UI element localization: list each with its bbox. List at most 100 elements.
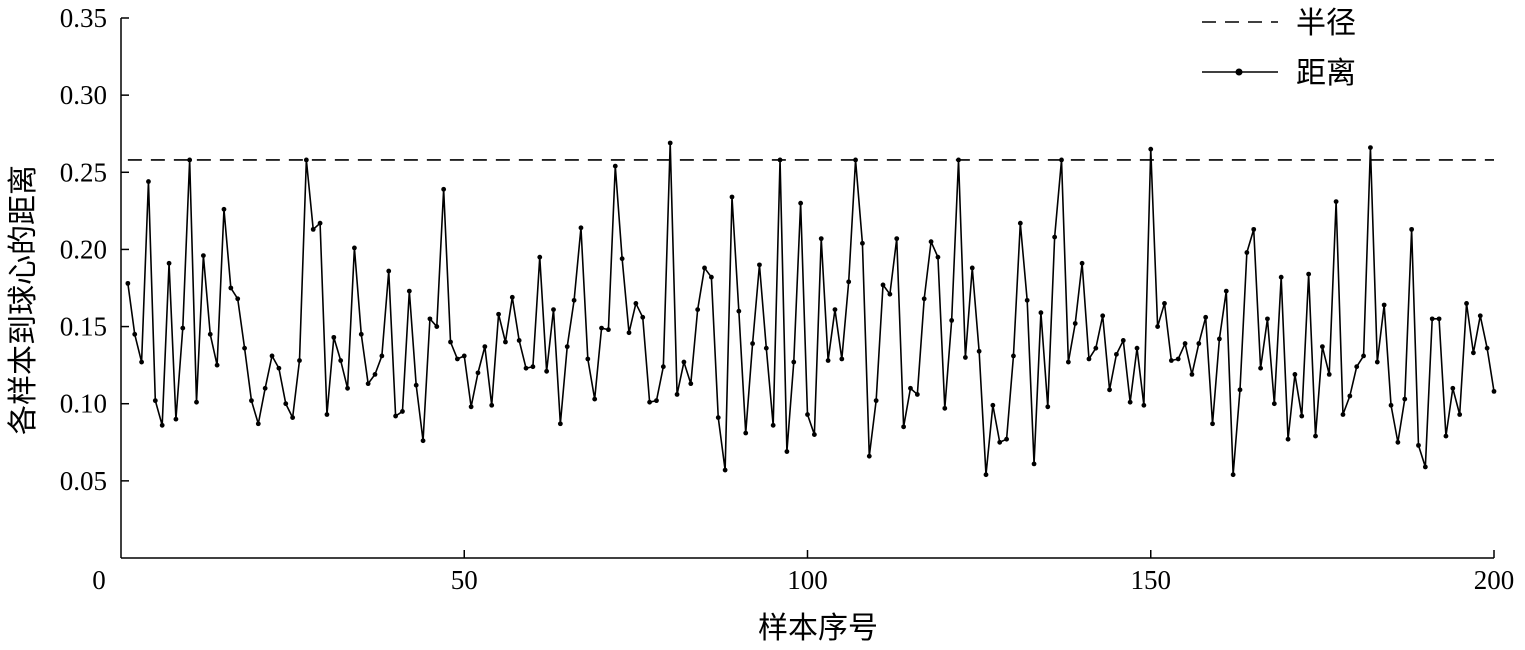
distance-point — [448, 339, 453, 345]
distance-point — [372, 372, 378, 377]
distance-point — [674, 392, 680, 397]
distance-point — [757, 262, 762, 268]
distance-point — [468, 404, 474, 410]
distance-point — [667, 140, 673, 146]
distance-point — [283, 401, 289, 407]
distance-point — [1251, 226, 1257, 232]
distance-point — [503, 339, 508, 345]
distance-point — [1148, 146, 1154, 152]
distance-point — [969, 265, 975, 271]
distance-point — [592, 396, 598, 402]
distance-point — [983, 472, 989, 478]
distance-point — [1306, 271, 1312, 277]
distance-point — [832, 307, 838, 312]
distance-point — [825, 358, 831, 363]
distance-point — [1333, 199, 1339, 205]
distance-point — [427, 316, 433, 322]
distance-point — [269, 353, 275, 359]
distance-point — [139, 359, 144, 365]
distance-point — [619, 256, 625, 262]
x-axis-title: 样本序号 — [758, 612, 878, 645]
distance-point — [523, 365, 529, 371]
distance-point — [1450, 385, 1456, 391]
distance-point — [489, 402, 495, 408]
distance-point — [303, 157, 309, 163]
distance-point — [702, 265, 707, 271]
distance-point — [379, 353, 385, 359]
distance-point — [1368, 145, 1373, 151]
distance-point — [1175, 356, 1181, 362]
distance-point — [901, 424, 907, 430]
distance-point — [798, 200, 804, 206]
distance-point — [949, 318, 955, 323]
distance-point — [846, 279, 852, 285]
distance-point — [1436, 316, 1442, 322]
x-tick-label: 150 — [1131, 565, 1172, 595]
distance-point — [1409, 226, 1415, 232]
distance-point — [1292, 372, 1298, 377]
distance-point — [708, 274, 714, 280]
distance-point — [530, 364, 536, 370]
distance-point — [345, 385, 350, 391]
distance-point — [1093, 345, 1099, 351]
distance-point — [688, 381, 694, 387]
distance-point — [434, 324, 440, 329]
distance-point — [633, 301, 639, 306]
distance-point — [976, 348, 982, 354]
distance-point — [715, 415, 721, 420]
origin-tick-label: 0 — [92, 565, 106, 595]
distance-point — [1381, 302, 1387, 308]
legend-label-radius: 半径 — [1296, 7, 1356, 40]
x-tick-label: 50 — [451, 565, 478, 595]
y-ticks: 0.05 0.10 0.15 0.20 0.25 0.30 0.35 — [60, 3, 129, 496]
distance-point — [853, 157, 858, 163]
distance-point — [1011, 353, 1016, 359]
distance-point — [1141, 402, 1147, 408]
distance-point — [557, 421, 563, 427]
distance-point — [249, 398, 254, 404]
distance-point — [1024, 297, 1030, 303]
distance-point — [750, 341, 755, 346]
distance-point — [1155, 324, 1161, 329]
distance-point — [1443, 433, 1449, 439]
distance-point — [420, 438, 426, 444]
distance-point — [811, 432, 817, 437]
distance-point — [146, 179, 151, 184]
distance-point — [255, 421, 261, 427]
distance-point — [956, 157, 961, 163]
distance-point — [214, 362, 220, 368]
distance-point — [1038, 310, 1044, 316]
distance-point — [722, 467, 728, 473]
distance-point — [1045, 404, 1051, 410]
distance-point — [1244, 250, 1250, 255]
distance-point — [942, 405, 948, 411]
distance-point — [997, 439, 1003, 445]
distance-point — [729, 194, 735, 200]
distance-point — [990, 402, 996, 408]
distance-point — [1258, 365, 1263, 371]
distance-point — [1491, 388, 1497, 394]
distance-markers — [125, 140, 1497, 478]
x-ticks: 50 100 150 200 — [451, 550, 1514, 595]
distance-point — [152, 398, 158, 404]
distance-point — [125, 280, 131, 286]
distance-point — [194, 399, 199, 405]
distance-point — [1210, 421, 1215, 427]
distance-point — [516, 338, 522, 343]
distance-point — [509, 294, 515, 300]
distance-point — [1471, 350, 1476, 356]
distance-point — [894, 236, 900, 242]
distance-point — [1265, 316, 1270, 322]
distance-point — [626, 330, 632, 336]
legend-label-distance: 距离 — [1296, 57, 1356, 90]
distance-point — [1052, 234, 1058, 240]
distance-point — [1388, 402, 1394, 408]
distance-point — [1374, 359, 1380, 365]
distance-point — [1031, 461, 1037, 467]
distance-point — [805, 412, 810, 417]
distance-point — [159, 422, 165, 428]
distance-point — [1354, 364, 1360, 370]
distance-point — [1086, 356, 1092, 362]
distance-point — [461, 353, 467, 359]
